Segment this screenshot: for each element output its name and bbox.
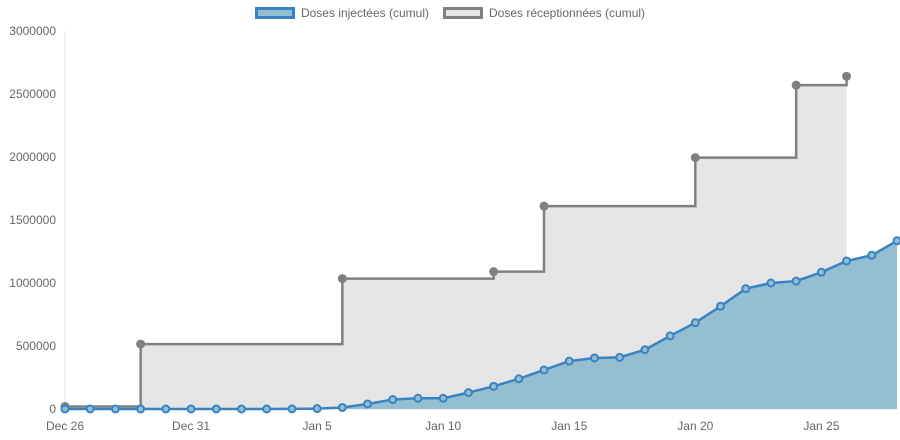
x-tick-label: Dec 26: [46, 419, 84, 433]
received-point: [842, 71, 852, 81]
injected-point: [615, 352, 625, 362]
injected-point: [716, 301, 726, 311]
x-tick-label: Jan 25: [803, 419, 839, 433]
legend-swatch-received: [442, 7, 483, 19]
injected-point: [236, 404, 246, 414]
injected-point: [514, 374, 524, 384]
received-point: [489, 267, 499, 277]
injected-point: [816, 267, 826, 277]
injected-point: [287, 404, 297, 414]
received-point: [337, 274, 347, 284]
injected-point: [766, 278, 776, 288]
injected-point: [136, 404, 146, 414]
injected-point: [85, 404, 95, 414]
y-tick-label: 2000000: [9, 150, 56, 164]
injected-point: [539, 365, 549, 375]
legend-item-received[interactable]: Doses réceptionnées (cumul): [442, 6, 646, 20]
injected-point: [363, 399, 373, 409]
injected-point: [312, 404, 322, 414]
injected-point: [262, 404, 272, 414]
y-tick-label: 1500000: [9, 213, 56, 227]
injected-point: [867, 250, 877, 260]
injected-point: [110, 404, 120, 414]
injected-point: [161, 404, 171, 414]
x-tick-label: Jan 15: [551, 419, 587, 433]
y-tick-label: 0: [49, 402, 56, 416]
injected-point: [463, 388, 473, 398]
x-tick-label: Dec 31: [172, 419, 210, 433]
x-tick-label: Jan 10: [425, 419, 461, 433]
legend-label-injected: Doses injectées (cumul): [300, 6, 429, 20]
received-point: [539, 201, 549, 211]
received-point: [136, 339, 146, 349]
injected-point: [438, 393, 448, 403]
injected-point: [337, 402, 347, 412]
injected-point: [690, 318, 700, 328]
injected-point: [413, 393, 423, 403]
received-point: [690, 153, 700, 163]
received-line: [65, 76, 848, 408]
x-tick-label: Jan 20: [677, 419, 713, 433]
injected-point: [388, 395, 398, 405]
received-area: [65, 76, 847, 410]
injected-point: [791, 276, 801, 286]
injected-point: [892, 236, 900, 246]
injected-point: [211, 404, 221, 414]
injected-point: [741, 284, 751, 294]
y-tick-label: 3000000: [9, 24, 56, 38]
injected-point: [564, 356, 574, 366]
y-tick-label: 500000: [16, 339, 56, 353]
injected-point: [665, 331, 675, 341]
injected-point: [842, 256, 852, 266]
injected-point: [640, 345, 650, 355]
injected-point: [589, 353, 599, 363]
injected-point: [489, 381, 499, 391]
x-tick-label: Jan 5: [302, 419, 332, 433]
injected-point: [186, 404, 196, 414]
legend-item-injected[interactable]: Doses injectées (cumul): [254, 6, 429, 20]
injected-line: [65, 239, 898, 411]
y-tick-label: 2500000: [9, 87, 56, 101]
y-tick-label: 1000000: [9, 276, 56, 290]
injected-area: [65, 240, 897, 409]
legend-label-received: Doses réceptionnées (cumul): [488, 6, 646, 20]
received-point: [791, 80, 801, 90]
injected-point: [60, 404, 70, 414]
chart-legend: Doses injectées (cumul) Doses réceptionn…: [0, 6, 900, 20]
legend-swatch-injected: [254, 7, 295, 19]
